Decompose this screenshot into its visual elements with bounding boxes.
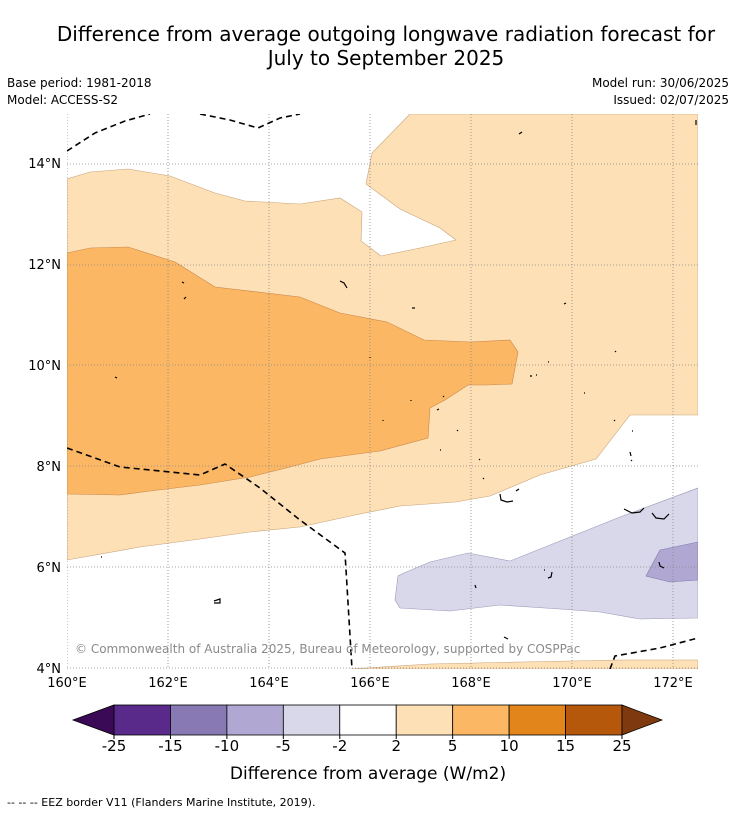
colorbar-swatch	[113, 704, 171, 736]
lat-label: 4°N	[37, 662, 62, 677]
colorbar-under-arrow	[71, 704, 115, 736]
map-title: Difference from average outgoing longwav…	[0, 22, 736, 70]
colorbar-tick-label: 5	[448, 737, 458, 755]
colorbar-ticks: -25 -15 -10 -5 -2 2 5 10 15 25	[102, 735, 632, 755]
lon-label: 170°E	[552, 676, 592, 691]
forecast-map: © Commonwealth of Australia 2025, Bureau…	[28, 114, 698, 691]
eez-footnote: -- -- -- EEZ border V11 (Flanders Marine…	[7, 796, 316, 809]
anomaly-region-purple	[645, 541, 698, 583]
colorbar: -25 -15 -10 -5 -2 2 5 10 15 25	[71, 704, 664, 755]
lon-label: 166°E	[350, 676, 390, 691]
colorbar-tick-label: -10	[215, 737, 240, 755]
copyright-notice: © Commonwealth of Australia 2025, Bureau…	[75, 642, 580, 656]
lat-label: 10°N	[28, 359, 61, 374]
meta-left: Base period: 1981-2018 Model: ACCESS-S2	[7, 75, 152, 109]
lat-label: 8°N	[37, 460, 62, 475]
colorbar-tick-label: -15	[158, 737, 183, 755]
colorbar-tick-label: -5	[276, 737, 291, 755]
colorbar-swatch	[395, 704, 454, 736]
colorbar-swatch	[339, 704, 397, 736]
base-period: Base period: 1981-2018	[7, 76, 152, 90]
colorbar-swatches	[113, 704, 623, 736]
colorbar-swatch	[170, 704, 228, 736]
lon-label: 168°E	[451, 676, 491, 691]
islands	[101, 120, 697, 640]
colorbar-swatch	[565, 704, 623, 736]
colorbar-swatch	[282, 704, 341, 736]
issued-date: Issued: 02/07/2025	[613, 93, 729, 107]
meta-right: Model run: 30/06/2025 Issued: 02/07/2025	[592, 75, 729, 109]
longitude-labels: 160°E 162°E 164°E 166°E 168°E 170°E 172°…	[47, 676, 693, 691]
colorbar-swatch	[452, 704, 510, 736]
model-run: Model run: 30/06/2025	[591, 76, 729, 90]
lon-label: 172°E	[653, 676, 693, 691]
colorbar-over-arrow	[621, 704, 664, 736]
lat-label: 6°N	[37, 561, 62, 576]
colorbar-swatch	[226, 704, 284, 736]
latitude-labels: 14°N 12°N 10°N 8°N 6°N 4°N	[28, 157, 61, 677]
lat-label: 12°N	[28, 258, 61, 273]
model-name: Model: ACCESS-S2	[7, 93, 119, 107]
colorbar-tick-label: 2	[391, 737, 401, 755]
lon-label: 162°E	[148, 676, 188, 691]
colorbar-tick-label: 10	[500, 737, 519, 755]
graticule	[67, 114, 698, 669]
colorbar-tick-label: 25	[612, 737, 631, 755]
colorbar-swatch	[508, 704, 566, 736]
colorbar-tick-label: -25	[102, 737, 127, 755]
colorbar-label: Difference from average (W/m2)	[229, 764, 507, 784]
eez-borders	[67, 114, 698, 669]
lon-label: 164°E	[249, 676, 289, 691]
lat-label: 14°N	[28, 157, 61, 172]
anomaly-region-light-purple	[394, 487, 698, 620]
lon-label: 160°E	[47, 676, 87, 691]
title-line-1: Difference from average outgoing longwav…	[56, 22, 716, 46]
anomaly-region-orange	[67, 246, 519, 496]
title-line-2: July to September 2025	[267, 46, 505, 70]
colorbar-tick-label: -2	[332, 737, 347, 755]
colorbar-tick-label: 15	[556, 737, 575, 755]
